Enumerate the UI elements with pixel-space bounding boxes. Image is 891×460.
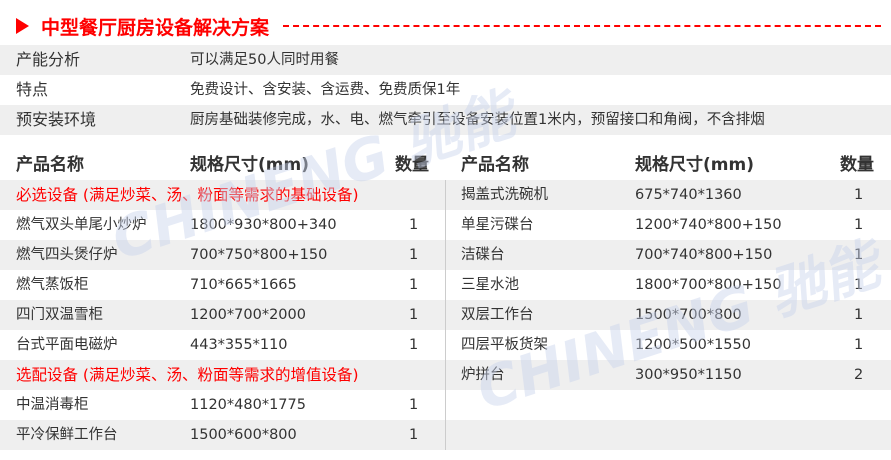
product-spec: 675*740*1360 <box>635 187 742 203</box>
table-row: 炉拼台 300*950*1150 2 <box>446 360 891 390</box>
table-row: 双层工作台 1500*700*800 1 <box>446 300 891 330</box>
table-row: 燃气蒸饭柜 710*665*1665 1 <box>0 270 445 300</box>
product-name: 单星污碟台 <box>461 217 534 233</box>
title-text: 中型餐厅厨房设备解决方案 <box>41 16 270 39</box>
column-divider <box>445 180 446 450</box>
product-spec: 1800*930*800+340 <box>190 217 337 233</box>
product-spec: 443*355*110 <box>190 337 288 353</box>
product-qty: 1 <box>854 277 864 293</box>
product-qty: 1 <box>854 247 864 263</box>
table-row: 中温消毒柜 1120*480*1775 1 <box>0 390 445 420</box>
dashed-divider <box>283 25 881 27</box>
product-qty: 1 <box>854 217 864 233</box>
section-row: 选配设备 (满足炒菜、汤、粉面等需求的增值设备) <box>0 360 445 390</box>
info-row: 预安装环境 厨房基础装修完成，水、电、燃气牵引至设备安装位置1米内，预留接口和角阀… <box>0 105 891 135</box>
table-row: 三星水池 1800*700*800+150 1 <box>446 270 891 300</box>
product-qty: 2 <box>854 367 864 383</box>
product-qty: 1 <box>409 337 419 353</box>
product-name: 三星水池 <box>461 277 519 293</box>
product-spec: 700*740*800+150 <box>635 247 773 263</box>
product-spec: 1200*700*2000 <box>190 307 306 323</box>
triangle-icon <box>16 18 29 34</box>
info-label: 产能分析 <box>16 50 81 69</box>
table-row <box>446 390 891 420</box>
product-qty: 1 <box>854 187 864 203</box>
product-spec: 1500*700*800 <box>635 307 742 323</box>
product-qty: 1 <box>409 307 419 323</box>
product-spec: 300*950*1150 <box>635 367 742 383</box>
info-value: 免费设计、含安装、含运费、免费质保1年 <box>190 82 461 98</box>
header-qty: 数量 <box>395 155 429 175</box>
product-name: 双层工作台 <box>461 307 534 323</box>
table-row: 平冷保鲜工作台 1500*600*800 1 <box>0 420 445 450</box>
product-spec: 1500*600*800 <box>190 427 297 443</box>
product-spec: 1200*740*800+150 <box>635 217 782 233</box>
info-row: 特点 免费设计、含安装、含运费、免费质保1年 <box>0 75 891 105</box>
product-name: 燃气四头煲仔炉 <box>16 247 118 263</box>
info-value: 可以满足50人同时用餐 <box>190 52 339 68</box>
product-qty: 1 <box>854 307 864 323</box>
header-qty: 数量 <box>840 155 874 175</box>
product-qty: 1 <box>409 217 419 233</box>
table-row: 燃气四头煲仔炉 700*750*800+150 1 <box>0 240 445 270</box>
section-label: 选配设备 (满足炒菜、汤、粉面等需求的增值设备) <box>16 366 359 384</box>
table-row: 台式平面电磁炉 443*355*110 1 <box>0 330 445 360</box>
table-row: 四门双温雪柜 1200*700*2000 1 <box>0 300 445 330</box>
product-qty: 1 <box>409 427 419 443</box>
info-value: 厨房基础装修完成，水、电、燃气牵引至设备安装位置1米内，预留接口和角阀，不含排烟 <box>190 112 765 128</box>
section-title: 中型餐厅厨房设备解决方案 <box>16 12 891 40</box>
header-name: 产品名称 <box>16 155 84 175</box>
product-spec: 700*750*800+150 <box>190 247 328 263</box>
product-name: 洁碟台 <box>461 247 505 263</box>
header-spec: 规格尺寸(mm) <box>635 155 754 175</box>
product-name: 燃气双头单尾小炒炉 <box>16 217 147 233</box>
product-name: 中温消毒柜 <box>16 397 89 413</box>
table-row: 洁碟台 700*740*800+150 1 <box>446 240 891 270</box>
product-qty: 1 <box>409 247 419 263</box>
product-name: 四层平板货架 <box>461 337 548 353</box>
section-label: 必选设备 (满足炒菜、汤、粉面等需求的基础设备) <box>16 186 359 204</box>
table-row: 四层平板货架 1200*500*1550 1 <box>446 330 891 360</box>
product-spec: 1120*480*1775 <box>190 397 306 413</box>
product-spec: 710*665*1665 <box>190 277 297 293</box>
product-name: 平冷保鲜工作台 <box>16 427 118 443</box>
product-name: 台式平面电磁炉 <box>16 337 118 353</box>
header-name: 产品名称 <box>461 155 529 175</box>
table-row: 单星污碟台 1200*740*800+150 1 <box>446 210 891 240</box>
info-row: 产能分析 可以满足50人同时用餐 <box>0 45 891 75</box>
product-qty: 1 <box>409 397 419 413</box>
product-qty: 1 <box>409 277 419 293</box>
section-row: 必选设备 (满足炒菜、汤、粉面等需求的基础设备) <box>0 180 445 210</box>
info-label: 预安装环境 <box>16 110 97 129</box>
table-header: 产品名称 规格尺寸(mm) 数量 产品名称 规格尺寸(mm) 数量 <box>0 150 891 180</box>
table-row: 燃气双头单尾小炒炉 1800*930*800+340 1 <box>0 210 445 240</box>
product-spec: 1200*500*1550 <box>635 337 751 353</box>
product-name: 炉拼台 <box>461 367 505 383</box>
table-row: 揭盖式洗碗机 675*740*1360 1 <box>446 180 891 210</box>
product-name: 四门双温雪柜 <box>16 307 103 323</box>
table-row <box>446 420 891 450</box>
product-name: 揭盖式洗碗机 <box>461 187 548 203</box>
product-qty: 1 <box>854 337 864 353</box>
info-label: 特点 <box>16 80 49 99</box>
product-spec: 1800*700*800+150 <box>635 277 782 293</box>
product-name: 燃气蒸饭柜 <box>16 277 89 293</box>
header-spec: 规格尺寸(mm) <box>190 155 309 175</box>
